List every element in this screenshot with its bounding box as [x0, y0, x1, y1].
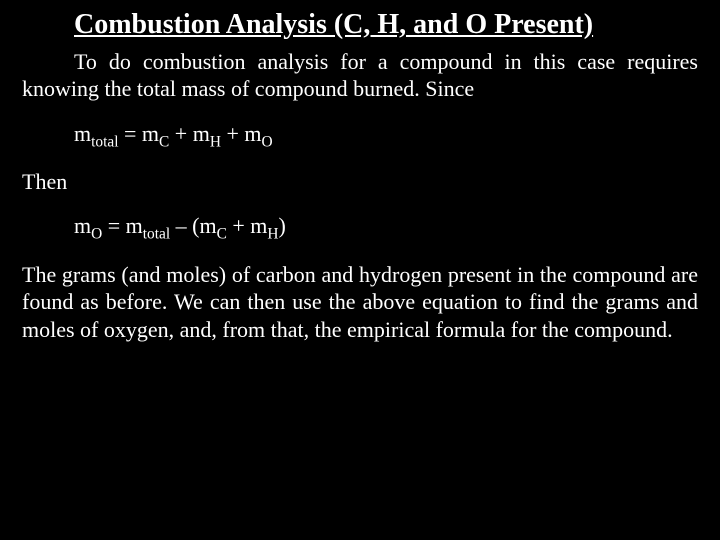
then-label: Then	[22, 169, 698, 195]
slide: Combustion Analysis (C, H, and O Present…	[0, 0, 720, 540]
eq1-sub-total: total	[91, 133, 118, 150]
eq2-sub-c: C	[217, 225, 227, 242]
slide-title: Combustion Analysis (C, H, and O Present…	[74, 8, 698, 42]
eq1-mid3: + m	[221, 121, 262, 146]
intro-paragraph: To do combustion analysis for a compound…	[22, 48, 698, 103]
eq1-sub-o: O	[261, 133, 272, 150]
eq1-mid1: = m	[118, 121, 159, 146]
eq2-sub-total: total	[143, 225, 170, 242]
eq2-mid2: – (m	[170, 213, 216, 238]
eq2-sub-o: O	[91, 225, 102, 242]
equation-mass-total: mtotal = mC + mH + mO	[74, 121, 698, 147]
eq1-sub-h: H	[210, 133, 221, 150]
conclusion-paragraph: The grams (and moles) of carbon and hydr…	[22, 261, 698, 344]
eq1-sub-c: C	[159, 133, 169, 150]
eq2-mid1: = m	[102, 213, 143, 238]
eq1-m1: m	[74, 121, 91, 146]
equation-mass-oxygen: mO = mtotal – (mC + mH)	[74, 213, 698, 239]
eq1-mid2: + m	[169, 121, 210, 146]
eq2-mid3: + m	[227, 213, 268, 238]
eq2-sub-h: H	[267, 225, 278, 242]
eq2-suffix: )	[279, 213, 286, 238]
eq2-m1: m	[74, 213, 91, 238]
